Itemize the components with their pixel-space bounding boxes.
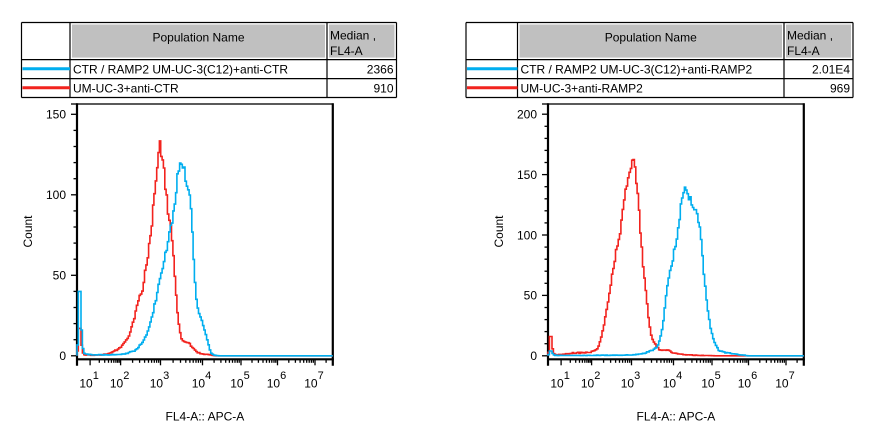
svg-text:0: 0	[530, 349, 537, 363]
svg-text:0: 0	[59, 349, 66, 363]
svg-text:910: 910	[373, 81, 393, 95]
svg-text:2366: 2366	[367, 62, 394, 76]
svg-text:FL4-A:: APC-A: FL4-A:: APC-A	[166, 410, 245, 424]
svg-text:UM-UC-3+anti-CTR: UM-UC-3+anti-CTR	[73, 81, 179, 95]
svg-text:FL4-A: FL4-A	[330, 44, 363, 58]
svg-text:Median ,: Median ,	[787, 29, 833, 43]
svg-text:2.01E4: 2.01E4	[812, 62, 850, 76]
svg-text:200: 200	[517, 108, 537, 122]
svg-text:Population Name: Population Name	[605, 30, 697, 44]
svg-text:50: 50	[53, 269, 67, 283]
svg-text:FL4-A: FL4-A	[787, 44, 820, 58]
svg-text:UM-UC-3+anti-RAMP2: UM-UC-3+anti-RAMP2	[521, 81, 644, 95]
svg-text:150: 150	[46, 108, 66, 122]
svg-text:Median ,: Median ,	[330, 29, 376, 43]
svg-text:50: 50	[524, 289, 538, 303]
svg-text:Count: Count	[492, 215, 506, 248]
svg-text:100: 100	[46, 188, 66, 202]
svg-text:CTR / RAMP2 UM-UC-3(C12)+anti-: CTR / RAMP2 UM-UC-3(C12)+anti-CTR	[73, 62, 288, 76]
svg-text:969: 969	[830, 81, 850, 95]
svg-text:100: 100	[517, 228, 537, 242]
svg-text:Count: Count	[21, 215, 35, 248]
svg-text:FL4-A:: APC-A: FL4-A:: APC-A	[637, 410, 716, 424]
svg-text:150: 150	[517, 168, 537, 182]
svg-text:CTR / RAMP2 UM-UC-3(C12)+anti-: CTR / RAMP2 UM-UC-3(C12)+anti-RAMP2	[521, 62, 753, 76]
svg-text:Population Name: Population Name	[152, 30, 244, 44]
